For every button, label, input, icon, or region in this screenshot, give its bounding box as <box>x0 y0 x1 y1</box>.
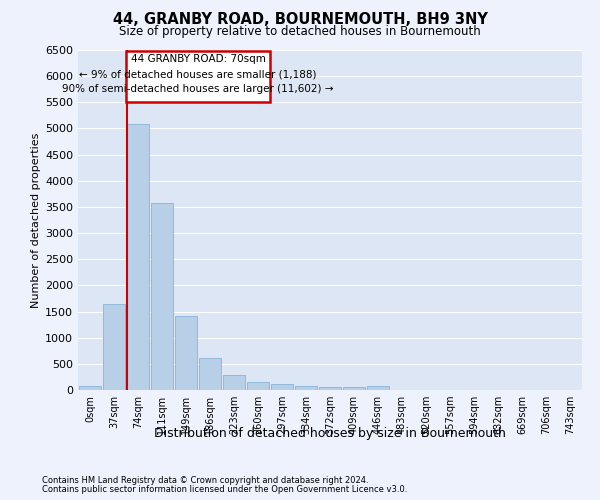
Bar <box>319 387 341 390</box>
Bar <box>175 316 197 390</box>
Text: 44 GRANBY ROAD: 70sqm: 44 GRANBY ROAD: 70sqm <box>131 54 265 64</box>
Bar <box>367 386 389 390</box>
Bar <box>199 358 221 390</box>
Bar <box>151 202 173 390</box>
Text: 44, GRANBY ROAD, BOURNEMOUTH, BH9 3NY: 44, GRANBY ROAD, BOURNEMOUTH, BH9 3NY <box>113 12 487 28</box>
Text: ← 9% of detached houses are smaller (1,188): ← 9% of detached houses are smaller (1,1… <box>79 70 317 80</box>
Text: Contains public sector information licensed under the Open Government Licence v3: Contains public sector information licen… <box>42 484 407 494</box>
Bar <box>247 382 269 390</box>
Text: Distribution of detached houses by size in Bournemouth: Distribution of detached houses by size … <box>154 428 506 440</box>
Bar <box>127 51 269 102</box>
Bar <box>271 384 293 390</box>
Text: Size of property relative to detached houses in Bournemouth: Size of property relative to detached ho… <box>119 25 481 38</box>
Text: Contains HM Land Registry data © Crown copyright and database right 2024.: Contains HM Land Registry data © Crown c… <box>42 476 368 485</box>
Y-axis label: Number of detached properties: Number of detached properties <box>31 132 41 308</box>
Bar <box>103 304 125 390</box>
Bar <box>343 387 365 390</box>
Bar <box>295 386 317 390</box>
Bar <box>223 374 245 390</box>
Text: 90% of semi-detached houses are larger (11,602) →: 90% of semi-detached houses are larger (… <box>62 84 334 94</box>
Bar <box>127 124 149 390</box>
Bar <box>79 386 101 390</box>
